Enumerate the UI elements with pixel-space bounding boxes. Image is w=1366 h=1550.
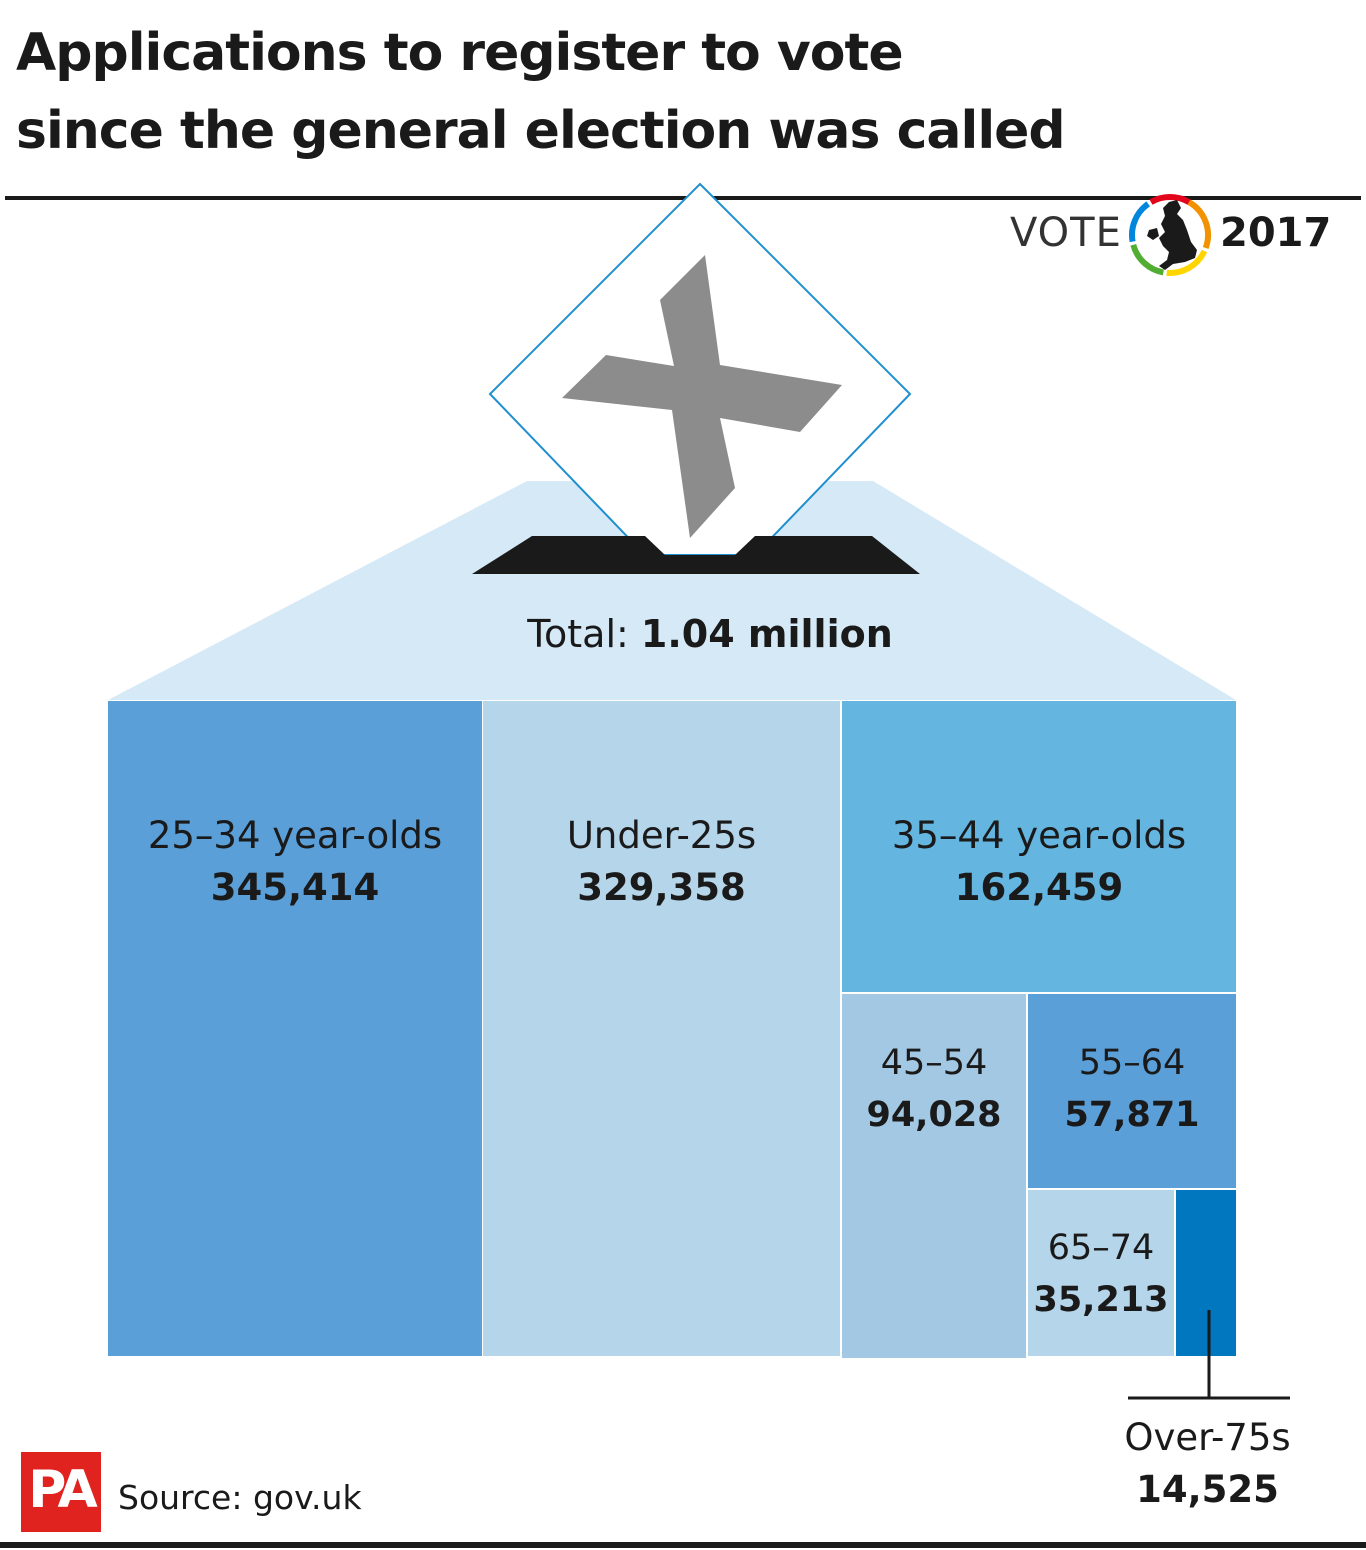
cell-label-65-74: 65–74 35,213: [1028, 1222, 1174, 1326]
vote-word: VOTE: [1010, 210, 1122, 256]
cell-name: Over-75s: [1124, 1416, 1291, 1459]
cell-65-74: [1028, 1190, 1174, 1356]
cell-label-under-25: Under-25s 329,358: [483, 810, 840, 914]
uk-map-ring-icon: [1129, 194, 1211, 276]
cell-label-over-75: Over-75s 14,525: [1100, 1412, 1315, 1516]
pa-logo-text: PA: [28, 1460, 98, 1520]
title-line-1: Applications to register to vote: [16, 23, 904, 83]
cell-over-75: [1176, 1190, 1236, 1356]
cell-name: 45–54: [880, 1043, 988, 1083]
cell-label-45-54: 45–54 94,028: [842, 1037, 1026, 1141]
cell-value: 94,028: [866, 1095, 1002, 1135]
cell-35-44: [842, 701, 1236, 992]
source-note: Source: gov.uk: [118, 1478, 362, 1517]
house-roof: [108, 481, 1236, 700]
logo-ring-segment: [1130, 243, 1165, 276]
cell-55-64: [1028, 994, 1236, 1188]
cell-label-35-44: 35–44 year-olds 162,459: [842, 810, 1236, 914]
ballot-slot: [472, 536, 920, 574]
top-rule: [5, 196, 1361, 200]
cell-name: 55–64: [1078, 1043, 1186, 1083]
total-readout: Total: 1.04 million: [430, 612, 990, 656]
cross-mark-icon: [562, 255, 842, 538]
pa-logo: PA: [21, 1452, 101, 1532]
cell-value: 162,459: [954, 866, 1124, 909]
chart-title: Applications to register to vote since t…: [16, 14, 1066, 170]
cell-value: 57,871: [1064, 1095, 1200, 1135]
cell-label-25-34: 25–34 year-olds 345,414: [108, 810, 482, 914]
bottom-rule: [0, 1542, 1366, 1548]
title-line-2: since the general election was called: [16, 101, 1066, 161]
cell-value: 35,213: [1033, 1280, 1169, 1320]
cell-under-25: [483, 701, 840, 1356]
logo-ring-segment: [1149, 194, 1191, 205]
uk-map-icon: [1147, 200, 1197, 270]
cell-name: 35–44 year-olds: [891, 814, 1187, 857]
cell-name: 25–34 year-olds: [147, 814, 443, 857]
cell-value: 345,414: [210, 866, 380, 909]
logo-ring-segment: [1166, 249, 1208, 276]
total-value: 1.04 million: [640, 612, 893, 656]
total-label: Total:: [527, 612, 629, 656]
cell-name: 65–74: [1047, 1228, 1155, 1268]
cell-label-55-64: 55–64 57,871: [1028, 1037, 1236, 1141]
vote-year: 2017: [1220, 210, 1332, 256]
vote-2017-logo: VOTE 2017: [1010, 190, 1340, 280]
cell-25-34: [108, 701, 482, 1356]
cell-name: Under-25s: [566, 814, 757, 857]
logo-ring-segment: [1129, 201, 1151, 243]
cell-value: 14,525: [1136, 1468, 1279, 1511]
cell-45-54: [842, 994, 1026, 1358]
logo-ring-segment: [1187, 199, 1211, 250]
cell-value: 329,358: [577, 866, 746, 909]
